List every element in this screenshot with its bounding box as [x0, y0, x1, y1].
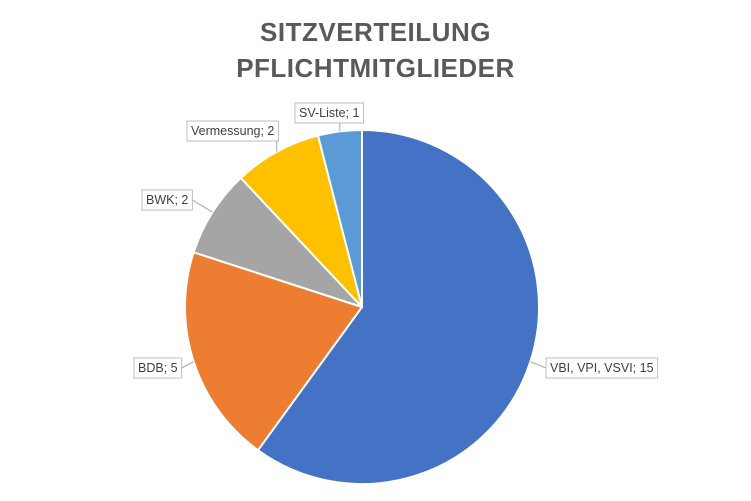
data-label-text: BDB; 5	[138, 361, 178, 375]
data-label-vbi-vpi-vsvi: VBI, VPI, VSVI; 15	[530, 357, 659, 379]
data-label-sv-liste: SV-Liste; 1	[294, 102, 364, 132]
pie-slice-bwk	[192, 176, 363, 308]
pie-slice-vermessung	[239, 134, 363, 308]
data-label-bwk: BWK; 2	[141, 189, 213, 213]
data-label-text: VBI, VPI, VSVI; 15	[550, 361, 654, 375]
chart-title-line-1: SITZVERTEILUNG	[260, 17, 491, 47]
pie-slice-vbi-vpi-vsvi	[256, 128, 540, 485]
data-label-box	[141, 189, 193, 211]
data-label-callout-line	[192, 199, 213, 213]
data-label-bdb: BDB; 5	[133, 357, 194, 379]
data-label-box	[294, 102, 364, 124]
pie-slices	[184, 128, 540, 485]
chart-title-line-2: PFLICHTMITGLIEDER	[236, 53, 515, 83]
data-label-text: BWK; 2	[146, 193, 188, 207]
data-label-vermessung: Vermessung; 2	[186, 120, 279, 152]
data-label-callout-line	[181, 361, 194, 369]
pie-data-labels: VBI, VPI, VSVI; 15 BDB; 5 BWK; 2 Vermessung…	[133, 102, 659, 379]
data-label-box	[545, 357, 659, 379]
pie-slice-sv-liste	[316, 128, 363, 308]
data-label-box	[186, 120, 279, 142]
chart-title: SITZVERTEILUNG PFLICHTMITGLIEDER	[0, 14, 751, 86]
data-label-text: SV-Liste; 1	[299, 106, 359, 120]
pie-slice-bdb	[184, 251, 364, 452]
data-label-text: Vermessung; 2	[191, 124, 274, 138]
data-label-callout-line	[530, 361, 547, 369]
data-label-box	[133, 357, 183, 379]
